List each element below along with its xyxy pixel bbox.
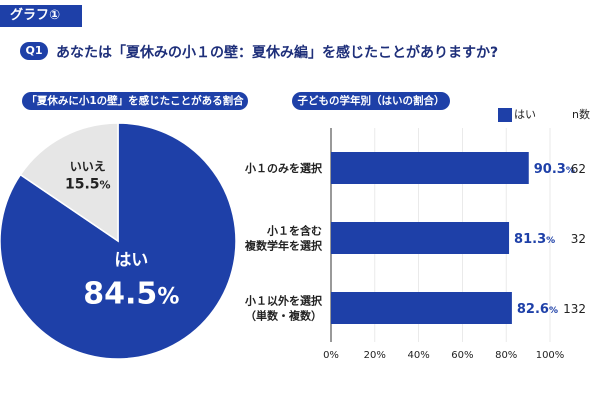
bar-title: 子どもの学年別（はいの割合）: [292, 92, 450, 110]
legend-swatch: [498, 108, 512, 122]
x-tick-label: 0%: [323, 350, 339, 361]
question-badge: Q1: [20, 42, 48, 60]
bar-value-label: 81.3%: [514, 232, 555, 247]
bar-value-label: 82.6%: [517, 302, 558, 317]
pie-value-0: 84.5%: [83, 276, 179, 311]
pie-slice-1: [19, 122, 119, 243]
graph-tag: グラフ①: [0, 5, 82, 27]
bar-1: [331, 222, 510, 254]
category-label: 複数学年を選択: [244, 239, 323, 253]
bar-0: [331, 152, 529, 184]
x-tick-label: 60%: [451, 350, 473, 361]
pie-value-1: 15.5%: [65, 176, 111, 192]
n-value: 32: [571, 232, 586, 246]
legend-label: はい: [514, 108, 536, 121]
category-label: 小１を含む: [266, 224, 322, 238]
x-tick-label: 100%: [536, 350, 565, 361]
pie-label-1: いいえ: [70, 159, 106, 173]
bar-2: [331, 292, 512, 324]
category-label: 小１以外を選択: [244, 294, 323, 308]
x-tick-label: 40%: [407, 350, 429, 361]
category-label: 小１のみを選択: [244, 161, 323, 175]
n-header: n数: [572, 108, 590, 121]
category-label: （単数・複数）: [245, 309, 322, 323]
pie-title: 「夏休みに小1の壁」を感じたことがある割合: [22, 92, 248, 110]
x-tick-label: 80%: [495, 350, 517, 361]
pie-slice-0: [0, 122, 237, 360]
n-value: 62: [571, 162, 586, 176]
pie-label-0: はい: [114, 250, 148, 270]
question-text: あなたは「夏休みの小１の壁：夏休み編」を感じたことがありますか?: [56, 45, 499, 61]
bar-value-label: 90.3%: [534, 162, 575, 177]
x-tick-label: 20%: [364, 350, 386, 361]
n-value: 132: [563, 302, 586, 316]
